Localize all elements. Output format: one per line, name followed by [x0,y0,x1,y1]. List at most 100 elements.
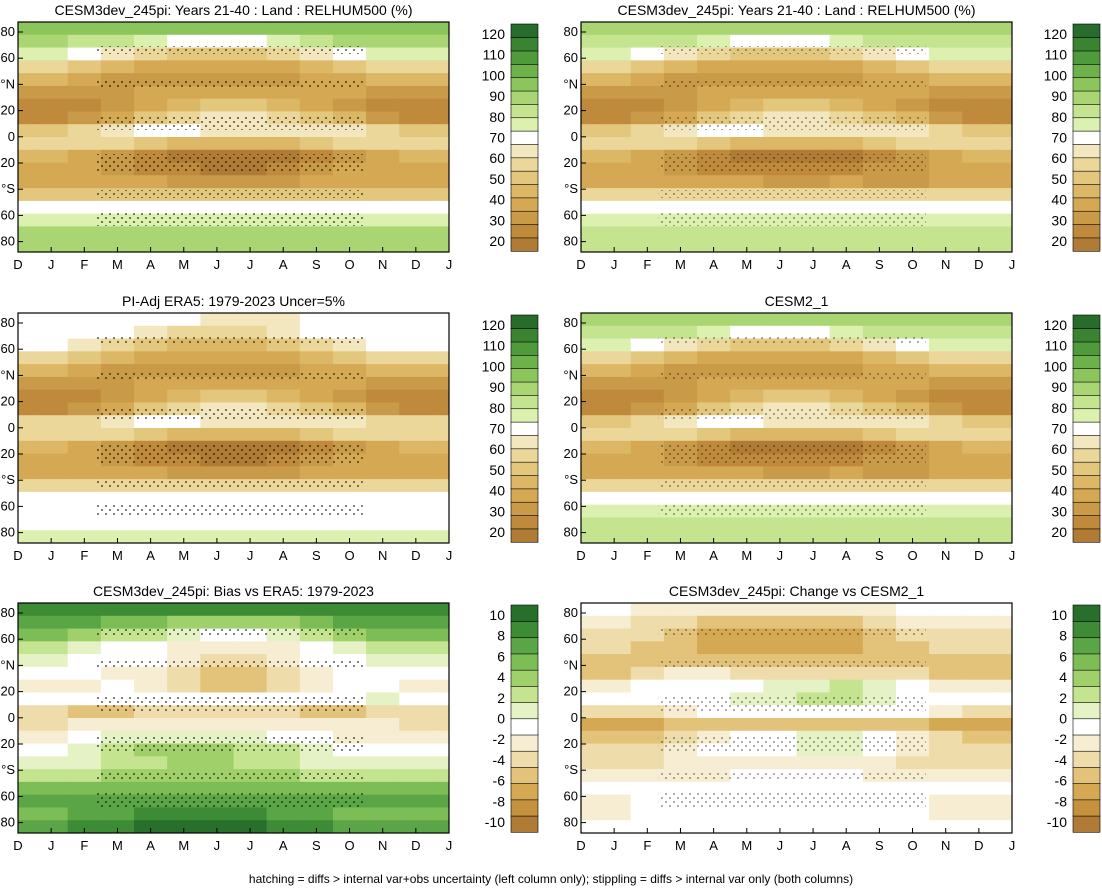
heatmap-cell [581,517,599,531]
colorbar-label: 120 [482,26,506,42]
heatmap-cell [34,415,69,429]
heatmap-cell [200,376,235,391]
y-tick-label: 60 [1,207,15,222]
heatmap-cell [266,491,301,506]
heatmap-cell [730,679,764,694]
heatmap-cell [697,34,731,49]
y-tick-label: 20 [1,446,15,461]
heatmap-cell [67,124,102,138]
heatmap-cell [366,730,400,745]
heatmap-cell [167,641,201,655]
heatmap-cell [597,781,632,796]
heatmap-cell [366,415,400,429]
heatmap-cell [763,641,798,655]
heatmap-cell [929,47,963,61]
stipple-region [95,46,363,54]
heatmap-cell [630,111,665,125]
heatmap-cell [862,389,897,404]
heatmap-cell [18,807,36,821]
heatmap-cell [630,453,665,467]
heatmap-cell [67,60,102,74]
heatmap-cell [432,338,449,352]
heatmap-cell [332,530,367,543]
heatmap-cell [796,175,831,189]
heatmap-cell [929,124,963,138]
x-tick-label: J [777,838,784,853]
heatmap-cell [962,325,997,340]
heatmap-cell [366,517,400,531]
heatmap-cell [730,389,764,404]
heatmap-cell [962,415,997,429]
heatmap-cell [763,603,798,617]
heatmap-cell [134,466,168,480]
heatmap-cell [581,47,599,61]
heatmap-cell [167,517,201,531]
heatmap-cell [34,440,69,455]
heatmap-cell [266,85,301,100]
heatmap-cell [962,175,997,189]
heatmap-cell [581,743,599,757]
colorbar-swatch [1072,143,1101,159]
heatmap-cell [200,98,235,113]
heatmap-cell [399,85,434,100]
heatmap-cell [366,479,400,493]
heatmap-cell [763,34,798,49]
heatmap-cell [630,628,665,642]
heatmap-cell [929,530,963,543]
heatmap-cell [597,162,632,176]
heatmap-cell [432,794,449,809]
heatmap-cell [399,781,434,796]
heatmap-cell [829,807,864,821]
heatmap-cell [134,389,168,404]
heatmap-cell [995,491,1012,506]
x-tick-label: F [643,838,651,853]
colorbar-label: 4 [1059,669,1067,685]
heatmap-cell [67,730,102,745]
heatmap-cell [962,679,997,694]
heatmap-cell [929,718,963,732]
heatmap-cell [697,820,731,833]
colorbar-label: 100 [482,67,506,83]
heatmap-cell [929,440,963,455]
heatmap-cell [200,615,235,630]
heatmap-cell [796,313,831,327]
heatmap-cell [134,666,168,681]
heatmap-cell [266,60,301,74]
heatmap-cell [697,98,731,113]
heatmap-cell [995,730,1012,745]
heatmap-cell [862,34,897,49]
heatmap-cell [862,85,897,100]
x-tick-label: J [48,838,55,853]
heatmap-cell [34,73,69,87]
heatmap-cell [581,364,599,378]
heatmap-cell [100,530,135,543]
heatmap-cell [597,807,632,821]
x-tick-label: O [344,257,354,272]
heatmap-cell [399,769,434,783]
heatmap-cell [895,679,930,694]
y-tick-label: 60 [1,341,15,356]
x-tick-label: A [842,257,851,272]
colorbar-label: 50 [1051,171,1067,187]
x-tick-label: D [13,838,22,853]
colorbar-label: 20 [489,524,505,540]
heatmap-cell [67,364,102,378]
heatmap-cell [233,200,268,215]
heatmap-cell [663,466,698,480]
heatmap-cell [432,440,449,455]
stipple-region [95,735,363,753]
y-tick-label: 60 [1,498,15,513]
heatmap-cell [167,781,201,796]
heatmap-cell [663,85,698,100]
colorbar-swatch [510,815,539,833]
stipple-region [658,190,926,198]
heatmap-cell [763,666,798,681]
heatmap-cell [697,389,731,404]
heatmap-cell [67,641,102,655]
heatmap-cell [134,351,168,365]
heatmap-cell [299,313,334,327]
heatmap-cell [67,162,102,176]
heatmap-cell [697,530,731,543]
heatmap-cell [895,98,930,113]
heatmap-cell [581,730,599,745]
